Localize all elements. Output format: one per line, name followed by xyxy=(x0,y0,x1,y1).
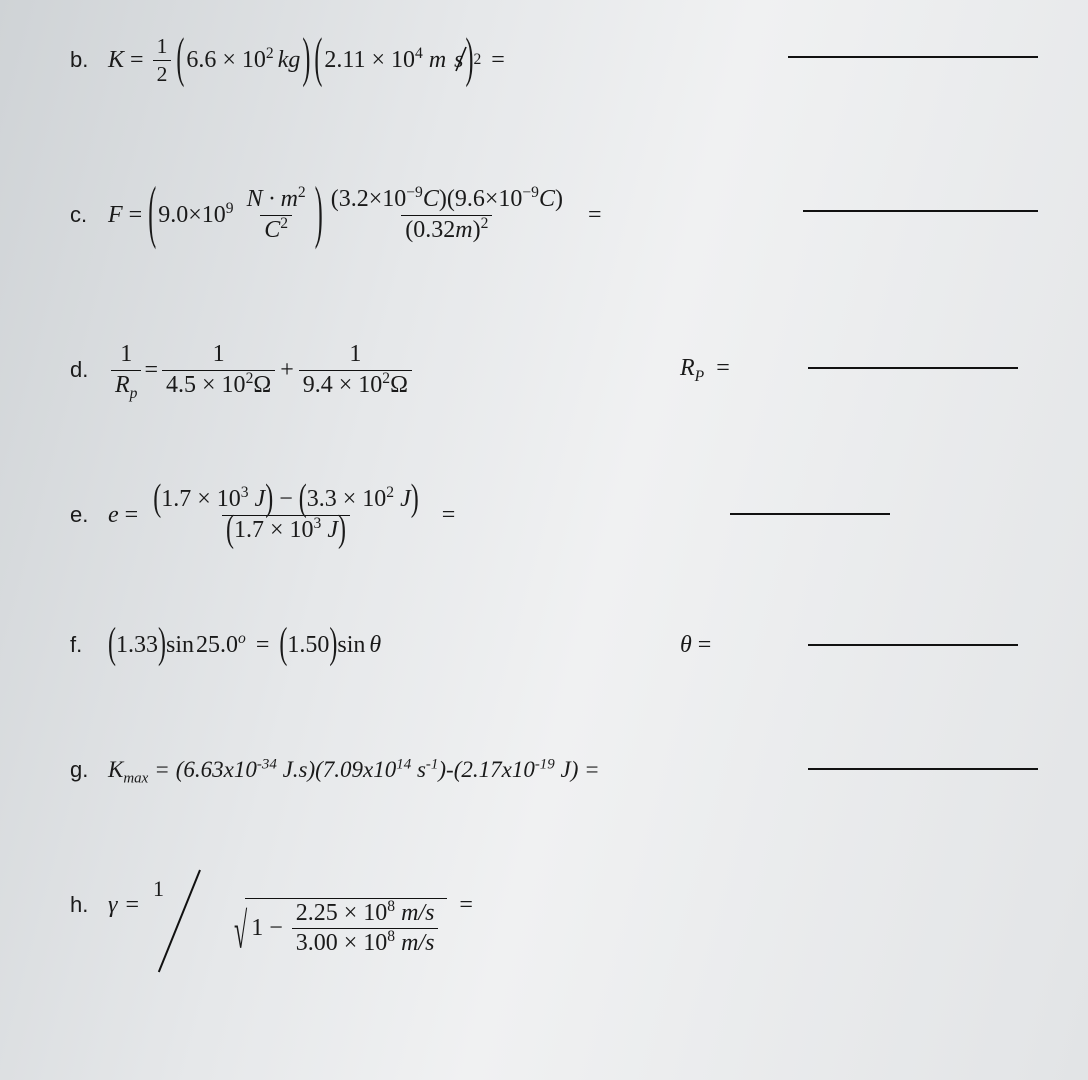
problem-label: f. xyxy=(70,632,108,658)
eff-frac: (1.7 × 103 J) − (3.3 × 102 J) (1.7 × 103… xyxy=(149,487,423,542)
answer-blank xyxy=(730,513,890,515)
problem-f: f. ( 1.33 ) sin 25.0o = ( 1.50 ) sin θ θ… xyxy=(70,610,1048,680)
term-W: (2.17x10-19 J) = xyxy=(454,757,600,783)
lparen: ( xyxy=(108,621,116,670)
equals1: = xyxy=(125,892,139,919)
problem-b: b. K = 1 2 ( 6.6 × 102 kg ) ( 2.11 × 104… xyxy=(70,20,1048,100)
mass-coeff: 6.6 × 102 xyxy=(186,47,273,74)
n2: 1.50 xyxy=(287,632,329,659)
problem-label: g. xyxy=(70,757,108,783)
minus: - xyxy=(446,757,454,783)
sin1: sin xyxy=(166,632,194,659)
result-label: RP = xyxy=(680,355,730,382)
equals2: = xyxy=(459,892,473,919)
problem-label: h. xyxy=(70,892,108,918)
lhs: 1 Rp xyxy=(111,342,141,397)
var-e: e xyxy=(108,502,119,529)
problem-c: c. F = ( 9.0×109 N · m2 C2 ) (3.2×10−9C)… xyxy=(70,160,1048,270)
plus: + xyxy=(280,357,294,384)
term-f: (7.09x1014 s-1) xyxy=(315,757,446,783)
k-units: N · m2 C2 xyxy=(243,187,310,242)
problem-label: c. xyxy=(70,202,108,228)
lparen2: ( xyxy=(279,621,287,670)
sin2: sin xyxy=(337,632,365,659)
equation: ( 1.33 ) sin 25.0o = ( 1.50 ) sin θ xyxy=(108,632,381,659)
numerator-1: 1 xyxy=(153,876,164,902)
rparen2: ) xyxy=(329,621,337,670)
vel-coeff: 2.11 × 104 xyxy=(324,47,422,74)
big-rparen: ) xyxy=(315,176,323,254)
coulomb-frac: (3.2×10−9C)(9.6×10−9C) (0.32m)2 xyxy=(327,187,567,242)
unit-m: m xyxy=(429,47,446,74)
rparen2: ) xyxy=(466,29,474,91)
k-value: 9.0×109 xyxy=(158,202,233,229)
problem-g: g. Kmax = (6.63x10-34 J.s) (7.09x1014 s-… xyxy=(70,740,1048,800)
term-h: (6.63x10-34 J.s) xyxy=(176,757,315,783)
equation: Kmax = (6.63x10-34 J.s) (7.09x1014 s-1) … xyxy=(108,757,600,783)
lparen: ( xyxy=(176,29,184,91)
sqrt: √ 1 − 2.25 × 108 m/s 3.00 × 108 m/s xyxy=(234,898,447,956)
equals: = xyxy=(588,202,602,229)
rparen: ) xyxy=(302,29,310,91)
mass-unit: kg xyxy=(278,47,301,74)
equation: γ = 1 √ 1 − 2.25 × 108 m/s 3.00 × 108 m/… xyxy=(108,870,473,980)
lparen2: ( xyxy=(314,29,322,91)
one-minus: 1 − xyxy=(251,915,283,942)
equation: 1 Rp = 1 4.5 × 102Ω + 1 9.4 × 102Ω xyxy=(108,342,415,397)
worksheet-page: b. K = 1 2 ( 6.6 × 102 kg ) ( 2.11 × 104… xyxy=(0,0,1088,1080)
one-half: 1 2 xyxy=(153,35,172,85)
var-K: K xyxy=(108,47,124,74)
gamma-expression: 1 √ 1 − 2.25 × 108 m/s 3.00 × 108 m/s xyxy=(153,870,447,980)
problem-d: d. 1 Rp = 1 4.5 × 102Ω + 1 9.4 × 102Ω RP… xyxy=(70,325,1048,415)
var-gamma: γ xyxy=(108,892,117,919)
big-lparen: ( xyxy=(148,176,156,254)
angle1: 25.0o xyxy=(196,632,246,659)
term2: 1 9.4 × 102Ω xyxy=(299,342,412,397)
problem-label: d. xyxy=(70,357,108,383)
term1: 1 4.5 × 102Ω xyxy=(162,342,275,397)
radical-sign: √ xyxy=(234,908,247,958)
equals: = xyxy=(442,502,456,529)
equation: e = (1.7 × 103 J) − (3.3 × 102 J) (1.7 ×… xyxy=(108,487,455,542)
result-label: θ = xyxy=(680,632,711,659)
answer-blank xyxy=(788,56,1038,58)
problem-label: b. xyxy=(70,47,108,73)
equation: F = ( 9.0×109 N · m2 C2 ) (3.2×10−9C)(9.… xyxy=(108,187,602,242)
problem-label: e. xyxy=(70,502,108,528)
equals: = xyxy=(491,47,505,74)
v-over-c: 2.25 × 108 m/s 3.00 × 108 m/s xyxy=(292,901,439,956)
theta: θ xyxy=(369,632,381,659)
answer-blank xyxy=(808,367,1018,369)
unit-s: s xyxy=(454,47,463,74)
problem-e: e. e = (1.7 × 103 J) − (3.3 × 102 J) (1.… xyxy=(70,455,1048,575)
n1: 1.33 xyxy=(116,632,158,659)
answer-blank xyxy=(808,768,1038,770)
rparen: ) xyxy=(158,621,166,670)
problem-h: h. γ = 1 √ 1 − 2.25 × 108 m/s 3.00 × 108… xyxy=(70,870,1048,1020)
radicand: 1 − 2.25 × 108 m/s 3.00 × 108 m/s xyxy=(245,898,447,956)
var-F: F xyxy=(108,202,123,229)
big-slash xyxy=(164,870,234,980)
answer-blank xyxy=(808,644,1018,646)
answer-blank xyxy=(803,210,1038,212)
var-Kmax: Kmax xyxy=(108,757,148,783)
equation: K = 1 2 ( 6.6 × 102 kg ) ( 2.11 × 104 m … xyxy=(108,35,505,85)
